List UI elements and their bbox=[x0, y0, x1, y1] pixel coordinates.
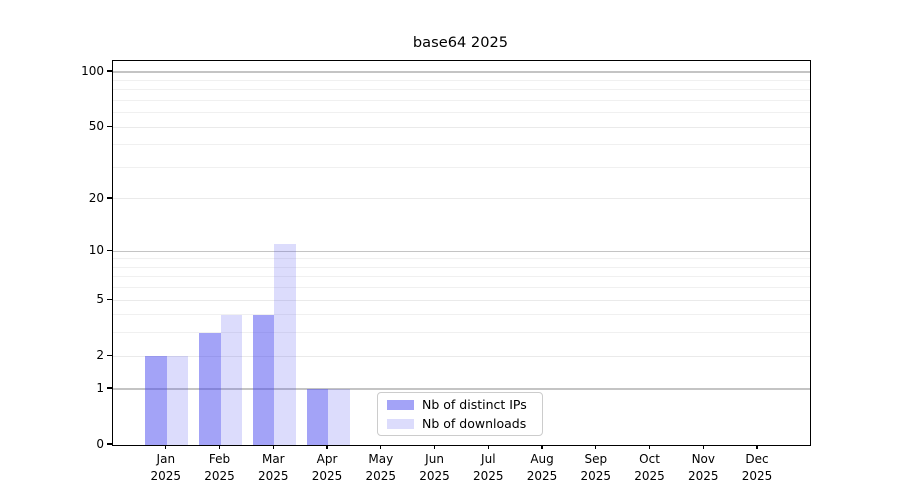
x-tick-mark bbox=[433, 445, 436, 450]
gridline-major bbox=[112, 388, 810, 390]
gridline-minor bbox=[112, 144, 810, 146]
x-tick-label: Oct 2025 bbox=[634, 452, 665, 483]
bar-downloads bbox=[328, 388, 350, 445]
gridline-minor bbox=[112, 276, 810, 278]
x-tick-label: Nov 2025 bbox=[688, 452, 719, 483]
x-tick-label: Jun 2025 bbox=[419, 452, 450, 483]
x-tick-mark bbox=[595, 445, 597, 450]
x-tick-label: Apr 2025 bbox=[311, 452, 343, 483]
y-tick-mark bbox=[107, 298, 112, 300]
legend-item-label: Nb of distinct IPs bbox=[422, 397, 527, 412]
y-tick-label: 100 bbox=[81, 64, 104, 78]
bar-downloads bbox=[166, 356, 189, 445]
x-tick-mark bbox=[541, 445, 543, 450]
y-tick-label: 1 bbox=[96, 380, 104, 395]
gridline-major bbox=[112, 250, 810, 252]
gridline-minor bbox=[112, 266, 810, 268]
y-tick-mark bbox=[107, 70, 112, 72]
y-tick-label: 50 bbox=[88, 119, 104, 134]
x-tick-label: May 2025 bbox=[365, 452, 397, 483]
gridline-minor bbox=[112, 79, 810, 81]
gridline-minor bbox=[112, 258, 810, 260]
gridline-light bbox=[112, 355, 810, 357]
bar-downloads bbox=[220, 314, 243, 445]
bar-distinct-ips bbox=[145, 356, 167, 445]
x-tick-mark bbox=[272, 445, 274, 450]
x-tick-mark bbox=[218, 445, 221, 450]
bar-downloads bbox=[274, 244, 296, 445]
gridline-minor bbox=[112, 112, 810, 114]
y-tick-mark bbox=[107, 387, 112, 389]
gridline-minor bbox=[112, 332, 810, 334]
y-tick-mark bbox=[107, 443, 112, 445]
x-tick-mark bbox=[487, 445, 489, 450]
x-tick-label: Mar 2025 bbox=[258, 452, 289, 483]
chart-title: base64 2025 bbox=[412, 34, 509, 51]
y-tick-label: 5 bbox=[96, 292, 104, 307]
gridline-light bbox=[112, 299, 810, 301]
legend-item: Nb of distinct IPs bbox=[387, 397, 533, 412]
x-tick-label: Sep 2025 bbox=[580, 452, 612, 483]
x-tick-label: Jan 2025 bbox=[150, 452, 182, 483]
legend-item: Nb of downloads bbox=[387, 416, 533, 431]
y-tick-mark bbox=[107, 125, 112, 127]
bar-distinct-ips bbox=[306, 388, 329, 445]
x-tick-mark bbox=[756, 445, 758, 450]
gridline-minor bbox=[112, 166, 810, 168]
gridline-minor bbox=[112, 99, 810, 101]
y-tick-mark bbox=[107, 197, 112, 199]
gridline-minor bbox=[112, 314, 810, 316]
gridline-minor bbox=[112, 287, 810, 289]
gridline-light bbox=[112, 126, 810, 128]
plot-area bbox=[111, 60, 811, 446]
x-tick-label: Aug 2025 bbox=[526, 452, 558, 483]
y-tick-mark bbox=[107, 249, 112, 251]
x-tick-mark bbox=[380, 445, 382, 450]
y-tick-label: 2 bbox=[96, 348, 104, 363]
y-tick-label: 20 bbox=[88, 190, 104, 205]
x-tick-mark bbox=[702, 445, 704, 450]
legend-item-label: Nb of downloads bbox=[422, 416, 527, 431]
x-tick-label: Dec 2025 bbox=[741, 452, 773, 483]
y-tick-label: 10 bbox=[88, 243, 104, 258]
x-tick-label: Jul 2025 bbox=[473, 452, 504, 483]
gridline-major bbox=[112, 71, 810, 73]
legend: Nb of distinct IPs Nb of downloads bbox=[377, 392, 543, 436]
y-tick-mark bbox=[107, 354, 112, 356]
y-tick-label: 0 bbox=[96, 437, 104, 451]
x-tick-mark bbox=[326, 445, 328, 450]
x-tick-label: Feb 2025 bbox=[204, 452, 235, 483]
gridline-light bbox=[112, 198, 810, 200]
gridline-minor bbox=[112, 89, 810, 91]
legend-swatch-distinct-ips bbox=[387, 399, 414, 410]
x-tick-mark bbox=[165, 445, 167, 450]
legend-swatch-downloads bbox=[387, 418, 414, 429]
bar-distinct-ips bbox=[252, 314, 275, 445]
x-tick-mark bbox=[648, 445, 651, 450]
bar-distinct-ips bbox=[199, 332, 221, 445]
